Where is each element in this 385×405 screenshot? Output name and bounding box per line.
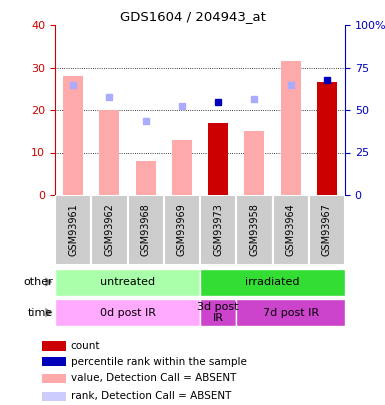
Text: other: other bbox=[23, 277, 53, 287]
Text: GSM93969: GSM93969 bbox=[177, 204, 187, 256]
Text: 0d post IR: 0d post IR bbox=[99, 307, 156, 318]
Bar bbox=[236, 195, 273, 265]
Bar bbox=[55, 298, 200, 326]
Text: time: time bbox=[28, 307, 53, 318]
Text: 3d post
IR: 3d post IR bbox=[198, 302, 239, 323]
Bar bbox=[200, 298, 236, 326]
Text: rank, Detection Call = ABSENT: rank, Detection Call = ABSENT bbox=[70, 391, 231, 401]
Bar bbox=[200, 269, 345, 296]
Bar bbox=[208, 123, 228, 195]
Text: 7d post IR: 7d post IR bbox=[263, 307, 319, 318]
Bar bbox=[309, 195, 345, 265]
Text: GDS1604 / 204943_at: GDS1604 / 204943_at bbox=[120, 10, 265, 23]
Bar bbox=[136, 161, 156, 195]
Bar bbox=[236, 298, 345, 326]
Text: value, Detection Call = ABSENT: value, Detection Call = ABSENT bbox=[70, 373, 236, 384]
Bar bbox=[42, 392, 66, 401]
Bar bbox=[42, 357, 66, 367]
Text: GSM93967: GSM93967 bbox=[322, 204, 332, 256]
Bar bbox=[172, 140, 192, 195]
Bar bbox=[91, 195, 127, 265]
Bar bbox=[42, 341, 66, 351]
Text: GSM93964: GSM93964 bbox=[286, 204, 296, 256]
Bar bbox=[55, 195, 91, 265]
Text: GSM93973: GSM93973 bbox=[213, 204, 223, 256]
Text: percentile rank within the sample: percentile rank within the sample bbox=[70, 357, 246, 367]
Text: irradiated: irradiated bbox=[245, 277, 300, 287]
Bar bbox=[244, 131, 264, 195]
Bar bbox=[317, 82, 337, 195]
Bar bbox=[127, 195, 164, 265]
Bar bbox=[164, 195, 200, 265]
Text: GSM93968: GSM93968 bbox=[141, 204, 151, 256]
Polygon shape bbox=[45, 277, 52, 287]
Bar bbox=[42, 374, 66, 383]
Polygon shape bbox=[45, 308, 52, 318]
Bar bbox=[200, 195, 236, 265]
Text: GSM93958: GSM93958 bbox=[249, 204, 259, 256]
Bar bbox=[63, 76, 83, 195]
Text: untreated: untreated bbox=[100, 277, 155, 287]
Bar bbox=[55, 269, 200, 296]
Text: GSM93962: GSM93962 bbox=[104, 204, 114, 256]
Bar bbox=[273, 195, 309, 265]
Bar bbox=[281, 61, 301, 195]
Text: count: count bbox=[70, 341, 100, 351]
Text: GSM93961: GSM93961 bbox=[68, 204, 78, 256]
Bar bbox=[99, 110, 119, 195]
